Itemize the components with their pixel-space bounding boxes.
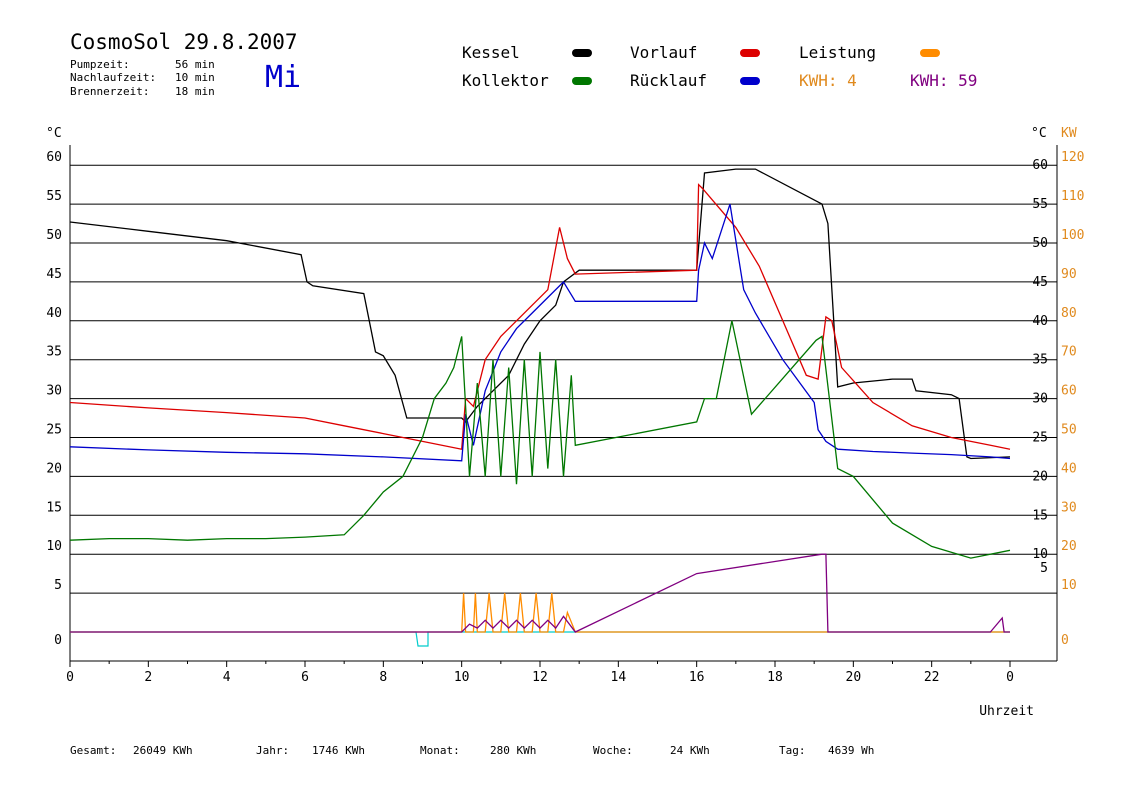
legend-kessel-swatch [572,49,592,57]
series-line-vorlauf [69,183,1011,450]
info-value-1: 56 min [175,58,215,71]
legend-kollektor: Kollektor [462,71,549,90]
y-tick-right-temp: 15 [1032,508,1048,523]
y-tick-left: 40 [46,306,62,321]
info-value-2: 10 min [175,71,215,84]
y-tick-right-temp: 5 [1040,561,1048,576]
x-tick-label: 0 [1006,670,1014,685]
y-tick-left: 45 [46,267,62,282]
info-label-3: Brennerzeit: [70,85,150,98]
footer-tag-value: 4639 Wh [828,744,875,757]
y-tick-right-temp: 25 [1032,431,1048,446]
y-tick-right-temp: 35 [1032,353,1048,368]
x-tick-label: 10 [454,670,470,685]
x-tick-label: 0 [66,670,74,685]
legend-vorlauf: Vorlauf [630,43,698,62]
y-tick-right-power: 100 [1061,228,1084,243]
y-tick-left: 55 [46,189,62,204]
footer-tag-label: Tag: [779,744,806,757]
y-tick-left: 10 [46,539,62,554]
y-tick-right-temp: 60 [1032,158,1048,173]
x-tick-label: 14 [611,670,627,685]
info-value-3: 18 min [175,85,215,98]
x-tick-label: 4 [223,670,231,685]
x-tick-label: 18 [767,670,783,685]
x-tick-label: 2 [144,670,152,685]
y-tick-left: 15 [46,500,62,515]
y-tick-right-temp: 30 [1032,392,1048,407]
y-tick-left: 60 [46,150,62,165]
y-tick-left: 50 [46,228,62,243]
y-axis-unit-right: °C [1031,126,1047,141]
y-tick-right-temp: 20 [1032,469,1048,484]
y-tick-right-power: 120 [1061,150,1084,165]
legend-kwh-purple: KWH: 59 [910,71,978,90]
y-tick-right-power: 20 [1061,539,1077,554]
footer-jahr-value: 1746 KWh [312,744,365,757]
baseline-line [70,631,1010,647]
series-line-leistung [70,593,1010,633]
footer-monat-value: 280 KWh [490,744,537,757]
legend-kwh-orange: KWH: 4 [799,71,857,90]
legend-vorlauf-swatch [740,49,760,57]
y-tick-right-temp: 45 [1032,275,1048,290]
y-tick-left: 35 [46,345,62,360]
y-tick-right-power: 90 [1061,267,1077,282]
x-tick-label: 16 [689,670,705,685]
x-tick-label: 22 [924,670,940,685]
y-tick-left: 5 [54,578,62,593]
y-tick-left: 20 [46,461,62,476]
x-tick-label: 12 [532,670,548,685]
info-label-1: Pumpzeit: [70,58,130,71]
footer-monat-label: Monat: [420,744,460,757]
footer-gesamt-value: 26049 KWh [133,744,193,757]
y-tick-right-power: 80 [1061,306,1077,321]
legend-ruecklauf: Rücklauf [630,71,708,90]
y-tick-right-power: 0 [1061,633,1069,648]
x-axis-label: Uhrzeit [979,704,1034,719]
y-axis-unit-left: °C [46,126,62,141]
y-tick-right-temp: 40 [1032,314,1048,329]
y-tick-right-temp: 10 [1032,547,1048,562]
y-tick-right-power: 60 [1061,384,1077,399]
legend-kollektor-swatch [572,77,592,85]
footer-woche-value: 24 KWh [670,744,710,757]
y-tick-left: 30 [46,384,62,399]
weekday-label: Mi [265,60,302,95]
y-tick-right-power: 110 [1061,189,1084,204]
y-tick-right-power: 10 [1061,578,1077,593]
series-line-kollektor [69,320,1011,559]
x-tick-label: 8 [379,670,387,685]
y-tick-left: 0 [54,633,62,648]
y-tick-right-power: 30 [1061,500,1077,515]
series-line-kwh [70,553,1010,633]
y-axis-unit-power: KW [1061,126,1077,141]
footer-woche-label: Woche: [593,744,633,757]
legend-kessel: Kessel [462,43,520,62]
y-tick-right-power: 50 [1061,423,1077,438]
info-label-2: Nachlaufzeit: [70,71,157,84]
legend-leistung: Leistung [799,43,877,62]
series-line-kessel [69,168,1011,460]
y-tick-right-temp: 50 [1032,236,1048,251]
chart-title: CosmoSol 29.8.2007 [70,30,298,54]
legend-ruecklauf-swatch [740,77,760,85]
x-tick-label: 20 [846,670,862,685]
y-tick-right-temp: 55 [1032,197,1048,212]
y-tick-right-power: 70 [1061,345,1077,360]
x-tick-label: 6 [301,670,309,685]
legend-leistung-swatch [920,49,940,57]
y-tick-left: 25 [46,423,62,438]
y-tick-right-power: 40 [1061,461,1077,476]
footer-gesamt-label: Gesamt: [70,744,117,757]
footer-jahr-label: Jahr: [256,744,290,757]
